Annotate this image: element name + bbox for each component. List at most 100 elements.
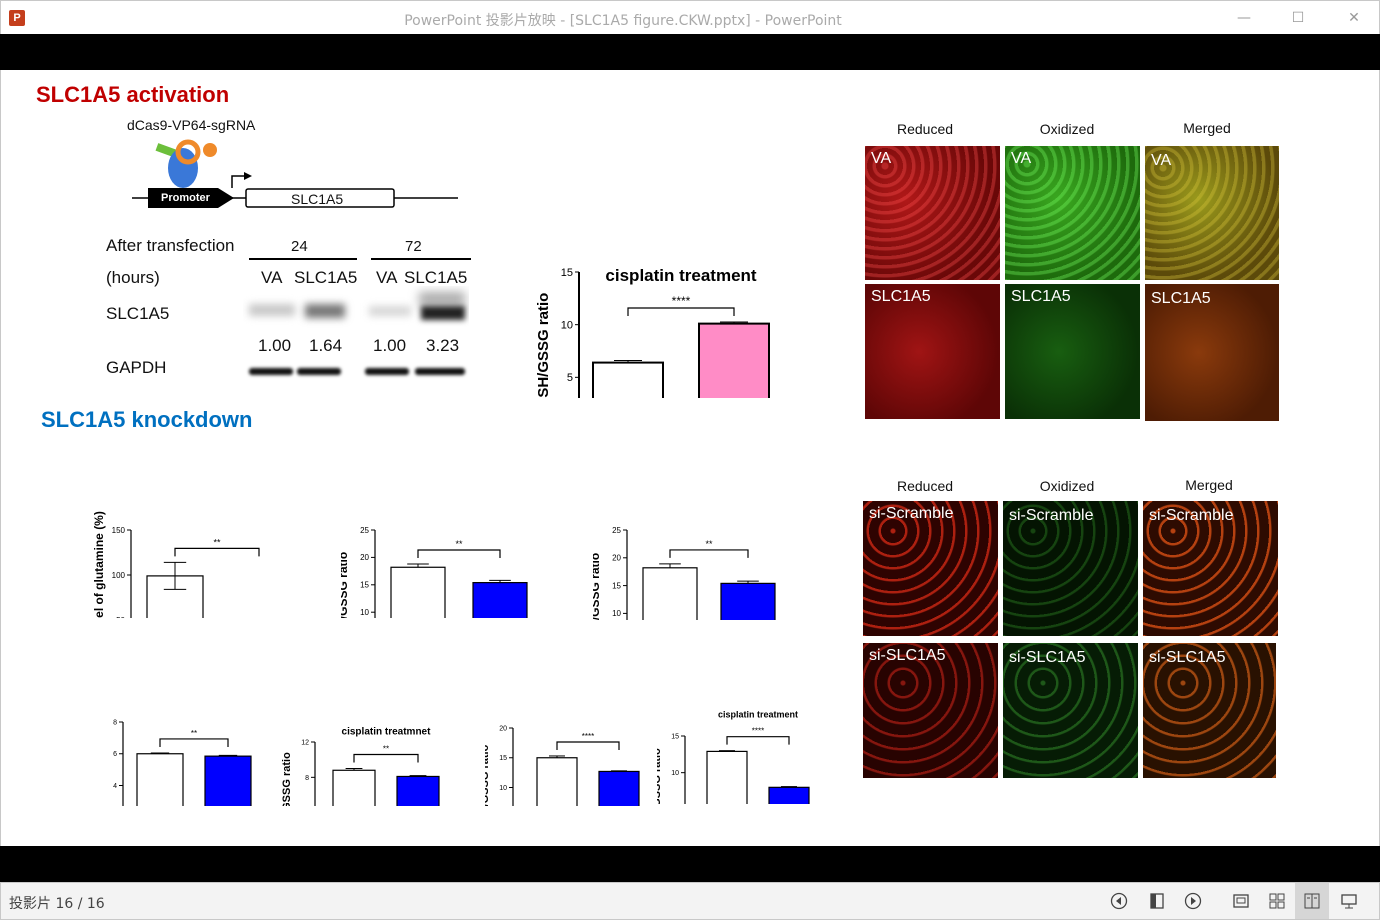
y-tick-label: 10	[612, 609, 621, 618]
previous-icon	[1110, 892, 1128, 910]
significance-bracket	[726, 736, 790, 745]
significance-label: ****	[672, 294, 691, 308]
micro-bottom-col-title: Reduced	[896, 478, 954, 494]
chart-title: cisplatin treatmnet	[342, 727, 432, 738]
micro-top-col-title: Reduced	[896, 121, 954, 137]
y-tick-label: 5	[567, 372, 573, 384]
chart-kd3: 0510152025GSH/GSSG ratiosh-TCR1sh-SLC1A5…	[593, 526, 776, 620]
slideshow-button[interactable]	[1333, 883, 1365, 919]
window-title: PowerPoint 投影片放映 - [SLC1A5 figure.CKW.pp…	[404, 13, 842, 29]
y-tick-label: 8	[305, 775, 309, 782]
y-tick-label: 8	[113, 719, 117, 726]
y-tick-label: 10	[671, 770, 679, 777]
y-tick-label: 15	[561, 267, 573, 279]
chart-kd5: 04812GSH/GSSG ratiosi-Scramblesi-SLC1A5*…	[281, 727, 440, 806]
y-axis-title: GSH/GSSG ratio	[99, 742, 101, 806]
bar	[136, 753, 184, 806]
construct-diagram	[132, 139, 458, 208]
next-slide-button[interactable]	[1177, 883, 1209, 919]
significance-bracket	[353, 753, 419, 763]
y-tick-label: 4	[113, 783, 117, 790]
micro-top-col-title: Merged	[1183, 120, 1231, 136]
letterbox-top	[0, 34, 1380, 70]
minimize-button[interactable]: —	[1237, 10, 1251, 26]
slideshow-icon	[1341, 894, 1357, 909]
y-tick-label: 10	[561, 320, 573, 332]
chart-title: cisplatin treatment	[718, 710, 798, 720]
chart-kd6: 05101520GSH/GSSG ratiosi-Scramblesi-SLC1…	[485, 725, 640, 806]
y-tick-label: 25	[360, 526, 369, 535]
slide-list-button[interactable]	[1141, 883, 1173, 919]
slide-sorter-button[interactable]	[1261, 883, 1293, 919]
micro-tile-merged-slc1a5: SLC1A5	[1145, 284, 1279, 421]
quant-value: 3.23	[426, 336, 460, 355]
gene-label: SLC1A5	[291, 191, 344, 207]
close-button[interactable]: ✕	[1348, 10, 1360, 26]
maximize-button[interactable]: ☐	[1291, 10, 1305, 26]
reading-view-button[interactable]	[1295, 883, 1329, 919]
row-label-slc1a5: SLC1A5	[106, 304, 170, 323]
normal-view-icon	[1233, 894, 1249, 908]
divider-24	[249, 258, 357, 260]
y-tick-label: 15	[671, 733, 679, 740]
micro-top-col-title: Oxidized	[1039, 121, 1095, 137]
significance-bracket	[669, 549, 749, 558]
y-axis-title: Relative level of glutamine (%)	[92, 511, 106, 618]
normal-view-button[interactable]	[1225, 883, 1257, 919]
micro-tile-reduced-va: VA	[865, 146, 1000, 280]
y-tick-label: 20	[612, 554, 621, 563]
slides-icon	[1150, 893, 1164, 909]
micro-tile-oxidized-si-slc1a5: si-SLC1A5	[1003, 643, 1138, 778]
activation-heading: SLC1A5 activation	[36, 82, 230, 107]
divider-72	[371, 258, 471, 260]
bar	[332, 769, 376, 806]
y-axis-title: GSH/GSSG ratio	[535, 293, 552, 398]
significance-label: **	[191, 729, 197, 738]
powerpoint-icon: P	[9, 10, 25, 26]
y-tick-label: 150	[112, 526, 126, 535]
bar	[472, 582, 528, 618]
y-tick-label: 20	[360, 553, 369, 562]
y-tick-label: 10	[360, 608, 369, 617]
promoter-label: Promoter	[161, 192, 210, 204]
bar	[720, 582, 776, 620]
chart-kd2: 0510152025GSH/GSSG ratiosh-TCR1sh-SLC1A5…	[341, 526, 528, 618]
significance-label: ****	[752, 727, 764, 736]
y-tick-label: 25	[612, 526, 621, 535]
reading-view-icon	[1304, 893, 1320, 909]
y-axis-title: GSH/GSSG ratio	[281, 752, 293, 806]
y-axis-title: GSH/GSSG ratio	[657, 748, 663, 804]
micro-tile-oxidized-va: VA	[1005, 146, 1140, 280]
y-tick-label: 100	[112, 571, 126, 580]
after-transfection-label: After transfection	[106, 236, 235, 255]
y-tick-label: 50	[116, 616, 125, 618]
significance-bracket	[174, 547, 260, 557]
lane-label: SLC1A5	[404, 268, 468, 287]
letterbox-bottom	[0, 846, 1380, 882]
western-blot-slc1a5	[243, 286, 469, 334]
significance-label: **	[383, 745, 389, 754]
lane-label: SLC1A5	[294, 268, 358, 287]
construct-title: dCas9-VP64-sgRNA	[127, 117, 256, 133]
micro-tile-oxidized-slc1a5: SLC1A5	[1005, 284, 1140, 419]
status-bar: 投影片 16 / 16	[0, 882, 1380, 920]
lane-label: VA	[376, 268, 398, 287]
y-tick-label: 20	[499, 725, 507, 732]
bar	[390, 566, 446, 618]
micro-tile-oxidized-si-scramble: si-Scramble	[1003, 501, 1138, 636]
significance-label: ****	[582, 732, 594, 741]
significance-label: **	[213, 537, 221, 547]
significance-bracket	[417, 549, 501, 558]
quant-value: 1.64	[309, 336, 343, 355]
western-blot-gapdh	[243, 364, 469, 380]
significance-bracket	[627, 307, 735, 317]
hours-label: (hours)	[106, 268, 160, 287]
slide-canvas[interactable]: SLC1A5 activation SLC1A5 knockdown dCas9…	[0, 70, 1380, 846]
lane-label: VA	[261, 268, 283, 287]
significance-bracket	[159, 738, 229, 747]
micro-tile-merged-si-slc1a5: si-SLC1A5	[1143, 643, 1276, 778]
significance-bracket	[556, 741, 620, 750]
time-72-label: 72	[405, 238, 422, 255]
previous-slide-button[interactable]	[1103, 883, 1135, 919]
y-axis-title: GSH/GSSG ratio	[593, 553, 602, 620]
